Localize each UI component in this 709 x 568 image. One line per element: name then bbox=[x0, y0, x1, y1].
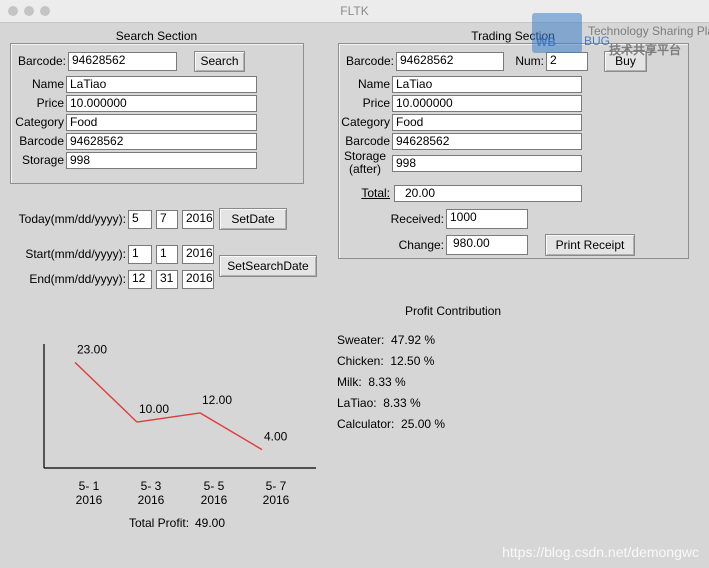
logo-tagline: Technology Sharing Platform bbox=[588, 24, 709, 38]
trading-barcode-input[interactable]: 94628562 bbox=[396, 52, 504, 71]
total-profit-value: 49.00 bbox=[195, 516, 226, 530]
trading-name-label: Name bbox=[357, 77, 390, 91]
profit-item-name: Chicken: bbox=[337, 354, 384, 368]
site-logo: WB BUG Technology Sharing Platform 技术共享平… bbox=[532, 13, 709, 57]
search-name-field[interactable]: LaTiao bbox=[66, 76, 257, 93]
num-label: Num: bbox=[515, 54, 544, 68]
profit-item-value: 8.33 % bbox=[376, 396, 421, 410]
trading-name-field[interactable]: LaTiao bbox=[392, 76, 582, 93]
received-input[interactable]: 1000 bbox=[446, 209, 528, 229]
trading-barcode-result-field[interactable]: 94628562 bbox=[392, 133, 582, 150]
window-titlebar: FLTK bbox=[0, 0, 709, 23]
buy-button[interactable]: Buy bbox=[604, 51, 647, 72]
total-profit-label: Total Profit: bbox=[129, 516, 190, 530]
today-year-input[interactable]: 2016 bbox=[182, 210, 214, 229]
series-line-segment bbox=[136, 412, 201, 423]
search-price-field[interactable]: 10.000000 bbox=[66, 95, 257, 112]
search-storage-label: Storage bbox=[21, 153, 64, 167]
profit-item: Sweater: 47.92 % bbox=[337, 333, 435, 347]
search-name-label: Name bbox=[31, 77, 64, 91]
data-value-label: 12.00 bbox=[202, 393, 232, 407]
data-value-label: 10.00 bbox=[139, 402, 169, 416]
storage-after-label-line2: (after) bbox=[348, 162, 381, 176]
trading-price-field[interactable]: 10.000000 bbox=[392, 95, 582, 112]
x-tick-label: 5- 7 bbox=[266, 479, 287, 493]
print-receipt-button[interactable]: Print Receipt bbox=[545, 234, 635, 256]
set-search-date-button[interactable]: SetSearchDate bbox=[219, 255, 317, 277]
trading-section bbox=[338, 43, 689, 259]
storage-after-label: Storage (after) bbox=[340, 150, 390, 176]
logo-cn-text: 技术共享平台 bbox=[609, 42, 681, 57]
search-barcode-input[interactable]: 94628562 bbox=[68, 52, 177, 71]
search-barcode-result-field[interactable]: 94628562 bbox=[66, 133, 257, 150]
profit-item: Milk: 8.33 % bbox=[337, 375, 406, 389]
search-category-label: Category bbox=[15, 115, 64, 129]
received-label: Received: bbox=[390, 212, 444, 226]
storage-after-label-line1: Storage bbox=[343, 149, 387, 163]
profit-item-value: 47.92 % bbox=[384, 333, 436, 347]
series-line-segment bbox=[74, 361, 138, 423]
search-section bbox=[10, 43, 304, 184]
today-day-input[interactable]: 7 bbox=[156, 210, 178, 229]
x-tick-label-year: 2016 bbox=[76, 493, 103, 507]
profit-item-name: Calculator: bbox=[337, 417, 395, 431]
data-value-label: 23.00 bbox=[77, 342, 107, 356]
trading-category-label: Category bbox=[341, 115, 390, 129]
profit-contribution-title: Profit Contribution bbox=[405, 304, 502, 318]
start-day-input[interactable]: 1 bbox=[156, 245, 178, 264]
profit-item: Calculator: 25.00 % bbox=[337, 417, 445, 431]
profit-item: LaTiao: 8.33 % bbox=[337, 396, 421, 410]
zoom-window-icon[interactable] bbox=[40, 6, 50, 16]
trading-barcode-result-label: Barcode bbox=[345, 134, 390, 148]
profit-item: Chicken: 12.50 % bbox=[337, 354, 434, 368]
end-day-input[interactable]: 31 bbox=[156, 270, 178, 289]
search-barcode-label: Barcode: bbox=[17, 54, 66, 68]
storage-after-field[interactable]: 998 bbox=[392, 155, 582, 172]
search-storage-field[interactable]: 998 bbox=[66, 152, 257, 169]
trading-price-label: Price bbox=[362, 96, 390, 110]
data-value-label: 4.00 bbox=[264, 430, 288, 444]
url-watermark: https://blog.csdn.net/demongwc bbox=[502, 544, 699, 560]
minimize-window-icon[interactable] bbox=[24, 6, 34, 16]
search-section-title: Search Section bbox=[115, 29, 198, 43]
start-date-label: Start(mm/dd/yyyy): bbox=[25, 247, 126, 261]
trading-barcode-label: Barcode: bbox=[345, 54, 394, 68]
change-label: Change: bbox=[398, 238, 444, 252]
x-tick-label: 5- 3 bbox=[141, 479, 162, 493]
profit-item-name: LaTiao: bbox=[337, 396, 377, 410]
x-tick-label-year: 2016 bbox=[263, 493, 290, 507]
end-date-label: End(mm/dd/yyyy): bbox=[29, 272, 126, 286]
change-field[interactable]: 980.00 bbox=[446, 235, 528, 255]
profit-item-value: 25.00 % bbox=[394, 417, 446, 431]
end-month-input[interactable]: 12 bbox=[128, 270, 152, 289]
series-line-segment bbox=[199, 412, 263, 451]
start-year-input[interactable]: 2016 bbox=[182, 245, 214, 264]
total-label: Total: bbox=[361, 186, 390, 200]
total-field[interactable]: 20.00 bbox=[394, 185, 582, 202]
x-tick-label-year: 2016 bbox=[201, 493, 228, 507]
search-category-field[interactable]: Food bbox=[66, 114, 257, 131]
profit-item-value: 8.33 % bbox=[361, 375, 406, 389]
logo-small-text: BUG bbox=[584, 34, 610, 48]
today-month-input[interactable]: 5 bbox=[128, 210, 152, 229]
search-price-label: Price bbox=[36, 96, 64, 110]
today-label: Today(mm/dd/yyyy): bbox=[18, 212, 126, 226]
search-button[interactable]: Search bbox=[194, 51, 245, 72]
trading-category-field[interactable]: Food bbox=[392, 114, 582, 131]
profit-item-value: 12.50 % bbox=[383, 354, 435, 368]
logo-letters: WB bbox=[536, 35, 556, 49]
profit-item-name: Sweater: bbox=[337, 333, 385, 347]
window-title: FLTK bbox=[340, 4, 369, 18]
start-month-input[interactable]: 1 bbox=[128, 245, 152, 264]
x-tick-label: 5- 1 bbox=[79, 479, 100, 493]
x-tick-label-year: 2016 bbox=[138, 493, 165, 507]
set-date-button[interactable]: SetDate bbox=[219, 208, 287, 230]
x-tick-label: 5- 5 bbox=[204, 479, 225, 493]
profit-item-name: Milk: bbox=[337, 375, 362, 389]
end-year-input[interactable]: 2016 bbox=[182, 270, 214, 289]
search-barcode-result-label: Barcode bbox=[19, 134, 64, 148]
close-window-icon[interactable] bbox=[8, 6, 18, 16]
